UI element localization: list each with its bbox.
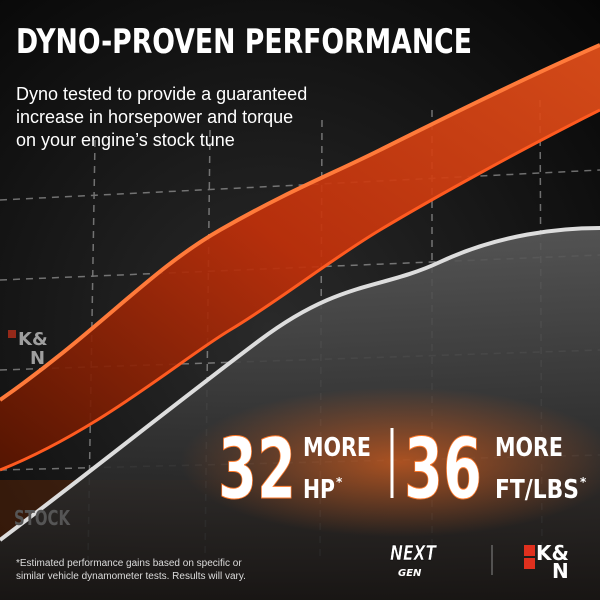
logo-text: GEN	[398, 568, 422, 579]
subtitle-line: on your engine’s stock tune	[16, 130, 235, 150]
title: DYNO-PROVEN PERFORMANCE	[16, 22, 472, 62]
footnote-line: similar vehicle dynamometer tests. Resul…	[16, 571, 246, 582]
logo-block	[524, 545, 535, 556]
stats-glow	[180, 387, 600, 537]
graph-logo-text: N	[30, 348, 45, 369]
torque-mark: *	[580, 475, 587, 489]
hp-line2: HP	[303, 475, 335, 505]
torque-value: 36	[404, 420, 482, 518]
hp-line1: MORE	[303, 433, 371, 463]
graph-logo-text: K&	[18, 329, 48, 350]
torque-line2: FT/LBS	[495, 475, 579, 505]
kn-logo: K& N	[524, 541, 569, 583]
torque-line1: MORE	[495, 433, 563, 463]
logo-block	[524, 558, 535, 569]
stock-curve	[0, 226, 600, 542]
hp-value: 32	[218, 420, 296, 518]
nextgen-logo: NEXT GEN	[390, 541, 438, 579]
logo-text: NEXT	[390, 541, 437, 565]
kn-curve	[0, 43, 600, 402]
logo-text: K&	[536, 541, 569, 565]
logo-text: N	[552, 559, 569, 583]
stock-label: STOCK	[14, 506, 71, 530]
kn-graph-logo: K& N	[8, 329, 48, 369]
kn-band	[0, 45, 600, 470]
subtitle-line: Dyno tested to provide a guaranteed	[16, 84, 307, 104]
footnote-line: *Estimated performance gains based on sp…	[16, 558, 242, 569]
subtitle-line: increase in horsepower and torque	[16, 107, 293, 127]
hp-mark: *	[336, 475, 343, 489]
kn-curve-lower	[0, 108, 600, 472]
logo-block	[8, 330, 16, 338]
